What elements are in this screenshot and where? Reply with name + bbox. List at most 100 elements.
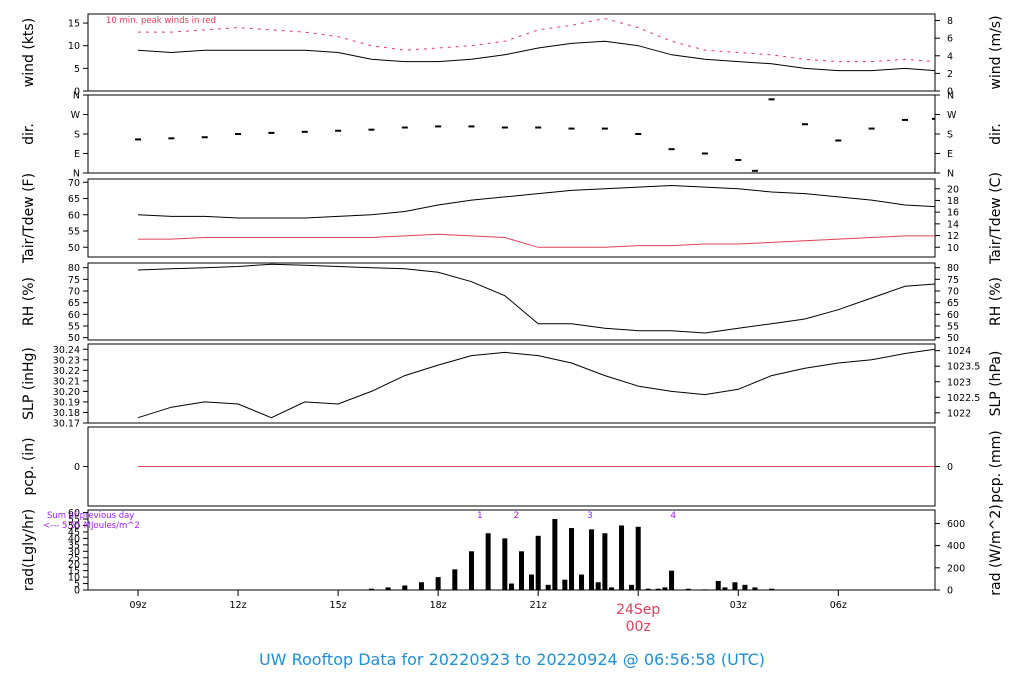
y-tick-label-right: 0 [947,87,953,98]
radiation-bar [368,588,374,590]
direction-point [468,125,475,128]
y-tick-label-right: 18 [947,196,959,207]
y-tick-label-right: 1022 [947,408,971,419]
radiation-bar [629,584,635,590]
direction-point [168,137,175,140]
radiation-bar [509,583,514,590]
direction-point [735,159,742,161]
y-tick-label-left: 50 [68,521,80,532]
radiation-bar [502,538,508,590]
y-tick-label-left: 30.21 [53,376,80,387]
x-tick-label: 09z [129,600,146,611]
radiation-bar [752,587,758,590]
direction-point [301,130,308,133]
x-tick-label: 18z [430,600,447,611]
y-label-right: wind (m/s) [988,15,1004,89]
panel-precipitation: 0 0 pcp. (in) pcp. (mm) [21,426,1004,507]
direction-point [668,148,675,151]
direction-point [568,127,575,130]
plot-area [137,184,935,248]
direction-point [801,123,808,126]
radiation-marker: 3 [587,511,593,521]
radiation-bar [785,589,791,590]
series-line-1 [138,17,935,63]
y-label-right: pcp. (mm) [988,430,1004,503]
y-label-right: RH (%) [988,277,1004,326]
y-tick-label-left: 40 [68,534,80,545]
x-tick-label: 21z [530,600,547,611]
y-tick-label-right: 1022.5 [947,393,980,404]
panel-frame [87,13,936,92]
radiation-bar [645,588,651,590]
y-label-left: wind (kts) [21,18,37,87]
y-tick-label-left: 60 [68,508,80,519]
y-tick-label-right: N [947,169,954,180]
radiation-bar [732,582,738,590]
panel-frame [87,178,936,258]
y-tick-label-right: 6 [947,34,953,45]
direction-point [868,127,875,130]
plot-area [137,348,935,419]
panel-radiation: 0510152025303540455055600200400600rad(Lg… [21,504,1004,596]
y-tick-label-right: 20 [947,184,959,195]
y-tick-label-right: 4 [947,51,953,62]
y-tick-label-right: 1024 [947,346,971,357]
y-label-right: dir. [988,123,1004,145]
direction-point [335,129,342,132]
y-tick-label-right: E [947,149,953,160]
direction-point [835,139,842,142]
radiation-bar [535,535,541,590]
series-line-0 [137,263,935,334]
y-tick-label-left: 50 [68,333,80,344]
y-tick-label-left: W [71,110,81,121]
radiation-bar [569,528,575,590]
y-tick-label-right: 1023 [947,377,971,388]
direction-point [401,126,408,129]
y-tick-label-right: 200 [947,563,965,574]
radiation-bar [722,587,728,590]
y-tick-label-left: 65 [68,298,80,309]
panel-wind: 0 5 10 15 0 2 4 6 8 wind (kts) wind (m/s) 10 min. p… [21,13,1004,98]
x-tick-label: 12z [230,600,247,611]
y-tick-label-left: 75 [68,275,80,286]
y-label-left: Tair/Tdew (F) [21,173,37,264]
y-tick-label-right: S [947,130,953,141]
y-tick-label-left: 35 [68,540,80,551]
y-tick-label-left: 0 [74,462,80,473]
y-tick-label-right: 12 [947,231,959,242]
y-label-right: Tair/Tdew (C) [988,172,1004,265]
y-label-right: SLP (hPa) [988,351,1004,417]
series-line-0 [137,348,935,419]
radiation-bar [579,574,585,590]
plot-area [352,519,791,590]
radiation-bar [529,574,535,590]
y-tick-label-right: 14 [947,219,959,230]
y-tick-label-left: 10 [68,41,80,52]
direction-point [201,136,208,139]
direction-point [701,152,708,155]
panel-frame [87,262,936,341]
y-tick-label-left: 45 [68,527,80,538]
radiation-marker: 4 [670,511,676,521]
radiation-bar [352,589,358,590]
y-tick-label-right: 55 [947,322,959,333]
panel-frame [87,509,936,591]
radiation-marker: 2 [514,511,520,521]
y-tick-label-left: 30.18 [53,408,80,419]
direction-point [135,138,142,141]
y-tick-label-right: 75 [947,275,959,286]
radiation-bar [562,579,568,590]
plot-area [137,17,935,72]
y-tick-label-right: 80 [947,263,959,274]
y-tick-label-left: 5 [74,64,80,75]
radiation-sum-note: Sum of previous day [47,511,134,521]
series-line-0 [137,40,935,72]
y-tick-label-right: 10 [947,243,959,254]
y-tick-label-left: 30.17 [53,419,80,430]
radiation-marker: 1 [477,511,483,521]
radiation-bar [715,580,721,590]
